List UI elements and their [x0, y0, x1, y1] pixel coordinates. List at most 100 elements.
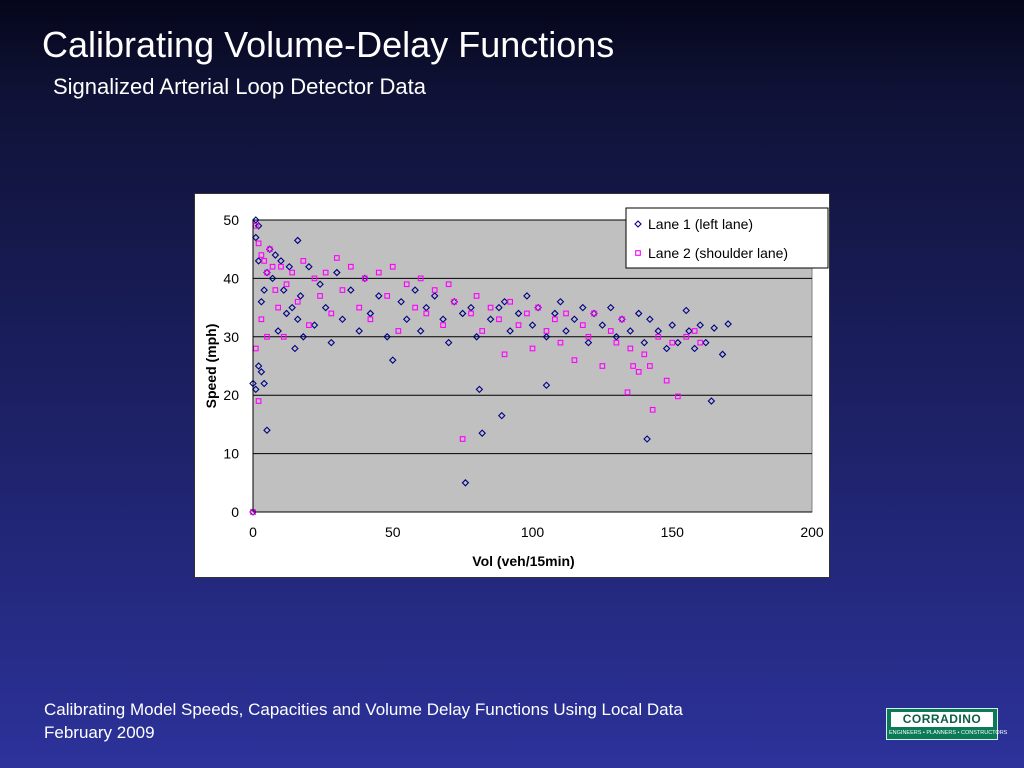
lane-2-point — [579, 322, 586, 328]
lane-1-point — [682, 306, 691, 315]
lane-1-point — [321, 303, 330, 312]
lane-1-point — [702, 338, 710, 347]
lane-2-point — [479, 328, 486, 334]
legend-square-marker — [635, 250, 641, 256]
lane-1-point — [416, 327, 425, 335]
x-tick-label: 50 — [385, 524, 401, 540]
lane-1-point — [402, 315, 411, 324]
lane-1-point — [254, 257, 263, 265]
scatter-chart: 0 10 20 30 40 50 0 50 100 150 200 Vol (veh/15min) Sp… — [203, 207, 829, 569]
lane-1-point — [556, 297, 565, 306]
lane-1-point — [374, 292, 383, 300]
y-tick-label: 50 — [223, 212, 239, 228]
lane-1-point — [626, 327, 635, 335]
logo-name: CORRADINO — [891, 712, 993, 727]
lane-2-point — [641, 351, 648, 358]
lane-2-point — [356, 304, 363, 311]
slide-title: Calibrating Volume-Delay Functions — [42, 24, 615, 65]
lane-1-point — [293, 236, 302, 245]
lane-1-point — [254, 362, 263, 370]
lane-1-point — [254, 222, 263, 230]
legend — [625, 207, 829, 269]
lane-1-point — [263, 426, 271, 435]
lane-1-point — [458, 309, 467, 318]
lane-2-point — [367, 316, 374, 323]
y-tick-label: 20 — [223, 387, 239, 403]
lane-1-point — [724, 320, 732, 328]
lane-2-point — [423, 310, 430, 317]
lane-1-point — [271, 251, 280, 259]
lane-2-point — [591, 310, 597, 317]
lane-1-point — [668, 321, 677, 329]
lane-1-point — [707, 397, 716, 405]
lane-2-point — [412, 304, 418, 311]
lane-2-point — [674, 393, 681, 400]
lane-1-point — [310, 321, 319, 329]
x-tick-label: 150 — [661, 524, 685, 540]
lane-2-point — [585, 333, 592, 340]
lane-2-point — [501, 351, 508, 358]
lane-2-point — [339, 287, 346, 293]
lane-1-point — [570, 315, 579, 324]
lane-2-point — [334, 255, 340, 261]
footer-line-2: February 2009 — [44, 723, 155, 742]
lane-2-point — [269, 263, 276, 270]
legend-diamond-marker — [634, 220, 642, 228]
lane-1-point — [606, 303, 615, 312]
lane-1-point — [430, 292, 439, 300]
lane-2-point — [459, 436, 466, 442]
lane-2-point — [451, 298, 458, 305]
lane-1-point — [411, 286, 419, 294]
x-tick-label: 0 — [249, 524, 257, 540]
y-tick-label: 10 — [223, 446, 239, 462]
logo-tagline: ENGINEERS • PLANNERS • CONSTRUCTORS — [889, 730, 1008, 736]
lane-1-point — [542, 381, 551, 390]
lane-1-point — [475, 385, 484, 394]
lane-1-point — [500, 297, 509, 306]
lane-2-point — [669, 339, 676, 346]
lane-1-point — [293, 315, 302, 324]
lane-2-point — [258, 252, 265, 258]
lane-1-point — [562, 327, 570, 335]
lane-1-point — [388, 356, 397, 364]
lane-2-point — [440, 322, 446, 328]
lane-2-point — [272, 287, 279, 293]
y-tick-label: 30 — [223, 329, 239, 345]
lane-2-point — [264, 333, 270, 340]
lane-2-point — [264, 269, 270, 276]
lane-1-point — [528, 321, 537, 329]
lane-2-point — [697, 339, 704, 346]
lane-2-point — [431, 287, 438, 293]
lane-1-point — [718, 350, 727, 359]
lane-1-point — [523, 292, 531, 300]
lane-1-point — [690, 344, 699, 353]
lane-1-point — [696, 321, 704, 329]
lane-1-point — [252, 385, 260, 394]
lane-2-point — [289, 269, 295, 276]
lane-2-point — [563, 310, 569, 317]
lane-2-point — [445, 281, 452, 288]
lane-2-point — [258, 316, 265, 323]
lane-2-point — [663, 377, 670, 384]
lane-1-point — [291, 344, 299, 353]
x-axis-title: Vol (veh/15min) — [472, 553, 574, 569]
lane-1-point — [598, 321, 607, 329]
lane-1-point — [288, 303, 296, 312]
lane-2-point — [552, 316, 558, 323]
lane-2-point — [627, 345, 634, 352]
lane-2-point — [468, 310, 474, 317]
lane-2-point — [311, 275, 318, 282]
lane-2-point — [655, 333, 662, 340]
lane-1-point — [710, 324, 718, 332]
lane-2-point — [361, 275, 368, 282]
lane-1-point — [316, 280, 324, 289]
lane-2-point — [624, 389, 631, 396]
lane-2-point — [543, 328, 550, 334]
lane-1-point — [444, 338, 453, 347]
company-logo: CORRADINO ENGINEERS • PLANNERS • CONSTRU… — [886, 708, 1008, 740]
lane-2-point — [403, 281, 410, 288]
lane-2-point — [535, 304, 541, 311]
lane-2-point — [300, 258, 307, 264]
lane-1-point — [260, 379, 268, 388]
lane-1-point — [355, 327, 363, 335]
